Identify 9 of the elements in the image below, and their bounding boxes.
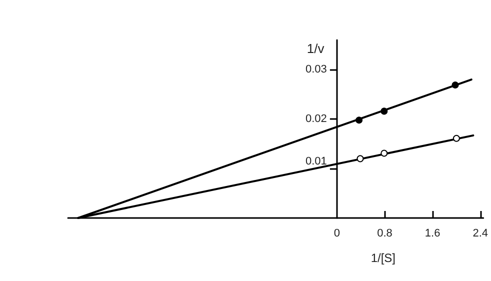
x-tick-label: 0 <box>334 228 340 240</box>
y-tick-label: 0.02 <box>306 113 327 126</box>
y-tick-label: 0.01 <box>306 156 327 168</box>
x-tick-label: 0.8 <box>377 228 392 240</box>
x-tick-label: 1.6 <box>424 228 440 240</box>
x-axis-title: 1/[S] <box>370 251 396 265</box>
x-tick-label: 2.4 <box>472 228 488 240</box>
y-tick-label: 0.03 <box>306 64 327 76</box>
y-axis-title: 1/v <box>306 41 325 56</box>
